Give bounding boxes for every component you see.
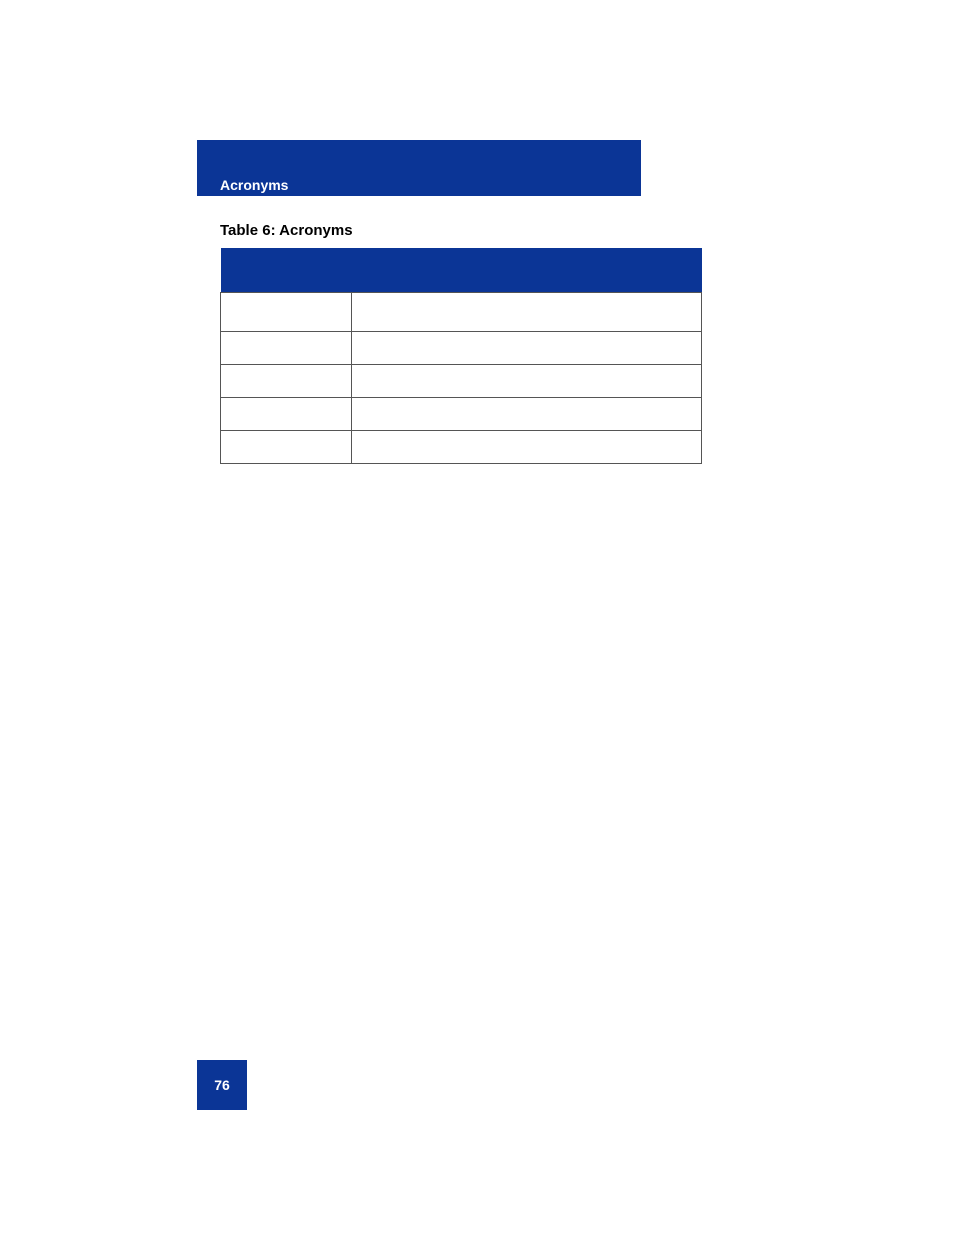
page-number: 76 (197, 1060, 247, 1110)
table-cell (221, 332, 352, 365)
table-cell (221, 293, 352, 332)
header-label: Acronyms (220, 177, 288, 193)
table-header-cell (221, 248, 352, 293)
table-cell (351, 398, 701, 431)
table-caption: Table 6: Acronyms (220, 222, 353, 239)
table-cell (351, 431, 701, 464)
acronym-table (220, 248, 702, 464)
table-cell (351, 365, 701, 398)
table-cell (351, 293, 701, 332)
table-row (221, 332, 702, 365)
table-cell (221, 431, 352, 464)
table-cell (221, 365, 352, 398)
table-header-row (221, 248, 702, 293)
table-cell (351, 332, 701, 365)
table-row (221, 398, 702, 431)
table-row (221, 365, 702, 398)
table-header-cell (351, 248, 701, 293)
table-row (221, 431, 702, 464)
table-row (221, 293, 702, 332)
table-cell (221, 398, 352, 431)
